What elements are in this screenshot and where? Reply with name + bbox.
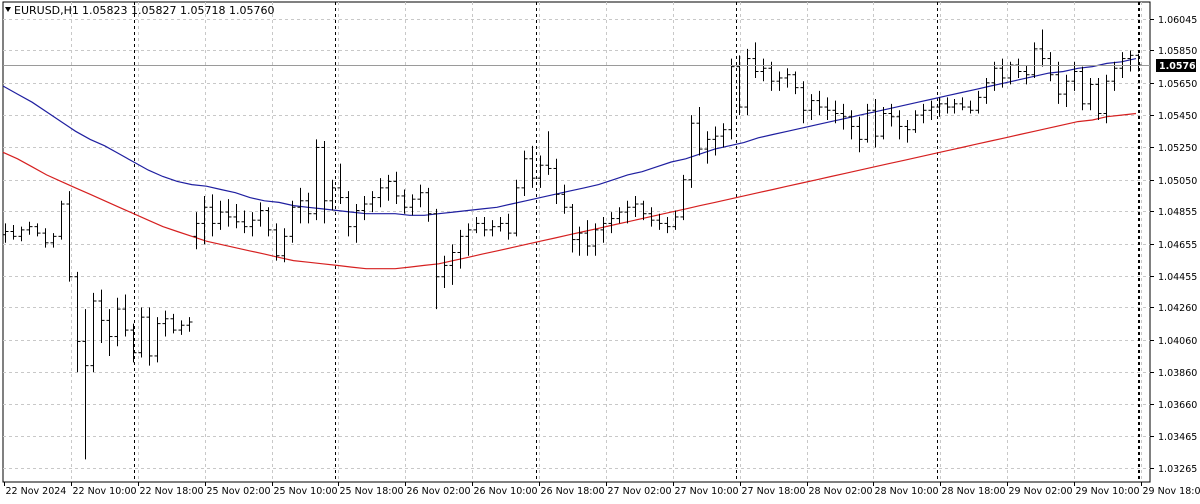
symbol-timeframe-label: EURUSD,H1 (14, 4, 79, 17)
x-tick-label: 29 Nov 10:00 (1076, 486, 1140, 497)
x-tick-label: 29 Nov 02:00 (1009, 486, 1073, 497)
y-tick-label: 1.05450 (1158, 111, 1197, 122)
x-tick-label: 27 Nov 10:00 (675, 486, 739, 497)
y-tick-label: 1.04455 (1158, 272, 1197, 283)
x-tick-label: 25 Nov 10:00 (274, 486, 338, 497)
y-tick-label: 1.05250 (1158, 143, 1197, 154)
x-tick-label: 27 Nov 18:00 (742, 486, 806, 497)
x-tick-label: 28 Nov 18:00 (942, 486, 1006, 497)
x-tick-label: 27 Nov 02:00 (608, 486, 672, 497)
y-tick-label: 1.03660 (1158, 400, 1197, 411)
y-tick-label: 1.05050 (1158, 176, 1197, 187)
ohlc-values: 1.05823 1.05827 1.05718 1.05760 (82, 4, 274, 17)
x-tick-label: 26 Nov 10:00 (474, 486, 538, 497)
current-price-tag: 1.05760 (1156, 59, 1200, 72)
y-tick-label: 1.04060 (1158, 336, 1197, 347)
x-tick-label: 29 Nov 18:00 (1143, 486, 1200, 497)
y-tick-label: 1.06045 (1158, 15, 1197, 26)
x-tick-label: 26 Nov 18:00 (541, 486, 605, 497)
x-tick-label: 25 Nov 02:00 (207, 486, 271, 497)
y-tick-label: 1.03465 (1158, 432, 1197, 443)
price-axis[interactable]: 1.06045 1.05850 1.05650 1.05450 1.05250 1.050… (1150, 15, 1197, 475)
x-tick-label: 22 Nov 18:00 (140, 486, 204, 497)
x-tick-label: 26 Nov 02:00 (407, 486, 471, 497)
y-tick-label: 1.03860 (1158, 368, 1197, 379)
y-tick-label: 1.04655 (1158, 240, 1197, 251)
y-tick-label: 1.03265 (1158, 464, 1197, 475)
y-tick-label: 1.05650 (1158, 79, 1197, 90)
x-tick-label: 28 Nov 10:00 (875, 486, 939, 497)
y-tick-label: 1.04260 (1158, 303, 1197, 314)
x-tick-label: 25 Nov 18:00 (340, 486, 404, 497)
y-tick-label: 1.04855 (1158, 207, 1197, 218)
y-tick-label: 1.05850 (1158, 46, 1197, 57)
x-tick-label: 22 Nov 10:00 (73, 486, 137, 497)
price-tag-label: 1.05760 (1159, 61, 1200, 72)
x-tick-label: 28 Nov 02:00 (809, 486, 873, 497)
x-tick-label: 22 Nov 2024 (6, 486, 67, 497)
chart-header: EURUSD,H1 1.05823 1.05827 1.05718 1.0576… (5, 4, 274, 17)
